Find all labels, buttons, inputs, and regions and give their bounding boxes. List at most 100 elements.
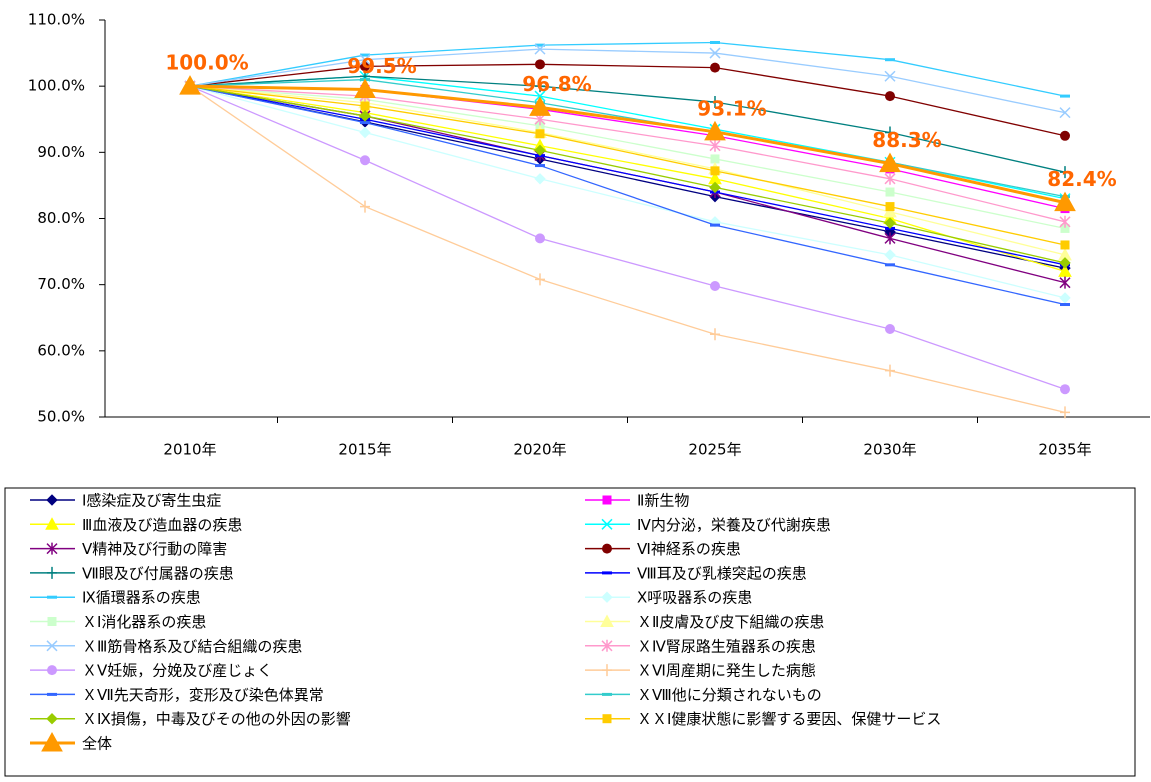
marker <box>359 110 371 122</box>
marker <box>41 731 63 752</box>
marker <box>535 59 545 70</box>
series-line <box>189 85 1066 256</box>
data-label: 82.4% <box>1047 167 1116 191</box>
marker <box>601 639 613 652</box>
marker <box>1054 191 1076 212</box>
marker <box>359 54 371 66</box>
data-label: 99.5% <box>347 54 416 78</box>
marker <box>359 126 371 139</box>
series-line <box>189 85 1066 266</box>
marker <box>47 617 57 626</box>
x-tick-label: 2030年 <box>863 441 916 459</box>
marker <box>535 80 545 93</box>
data-label: 88.3% <box>872 128 941 152</box>
legend-label: Ⅹ呼吸器系の疾患 <box>637 589 752 607</box>
legend-label: ＸＸⅠ健康状態に影響する要因、保健サービス <box>637 710 941 728</box>
marker <box>885 323 895 334</box>
series-line <box>189 85 1066 299</box>
marker <box>360 200 370 213</box>
marker <box>45 517 59 530</box>
marker <box>709 181 721 194</box>
marker <box>1059 107 1071 119</box>
marker <box>885 364 895 377</box>
marker <box>46 542 58 555</box>
series-line <box>189 85 1066 230</box>
marker <box>602 664 612 677</box>
marker <box>1058 264 1072 277</box>
marker <box>885 126 895 139</box>
series-line <box>189 85 1066 390</box>
marker <box>602 543 612 554</box>
marker <box>47 665 57 676</box>
marker <box>884 172 896 185</box>
legend-label: ＸⅣ腎尿路生殖器系の疾患 <box>637 637 816 655</box>
marker <box>1060 130 1070 141</box>
marker <box>47 566 57 579</box>
marker <box>1060 240 1070 250</box>
legend-label: Ⅱ新生物 <box>637 492 689 510</box>
legend-label: ＸⅠ消化器系の疾患 <box>82 613 206 631</box>
marker <box>709 47 721 59</box>
marker <box>1060 406 1070 419</box>
marker <box>1060 166 1070 179</box>
y-tick-label: 60.0% <box>37 341 85 359</box>
series-line <box>189 85 1066 223</box>
series-line <box>189 85 1066 246</box>
marker <box>885 91 895 102</box>
marker <box>710 328 720 341</box>
marker <box>535 273 545 286</box>
series-line <box>189 85 1066 284</box>
marker <box>710 154 720 164</box>
marker <box>709 139 721 152</box>
marker <box>883 204 897 218</box>
marker <box>360 61 370 72</box>
marker <box>885 187 895 197</box>
marker <box>179 75 201 95</box>
marker <box>534 43 546 55</box>
marker <box>46 494 58 506</box>
x-tick-label: 2020年 <box>513 441 566 459</box>
marker <box>1060 384 1070 395</box>
marker <box>704 120 726 141</box>
marker <box>601 518 613 530</box>
series-line <box>189 48 1066 114</box>
marker <box>46 712 58 725</box>
y-tick-label: 80.0% <box>37 209 85 227</box>
series-line <box>189 85 1066 306</box>
marker <box>884 249 896 261</box>
x-tick-label: 2035年 <box>1038 441 1091 459</box>
x-tick-label: 2025年 <box>688 441 741 459</box>
y-tick-label: 110.0% <box>28 11 85 29</box>
marker <box>534 173 546 185</box>
series-line <box>189 63 1066 137</box>
marker <box>885 202 895 212</box>
marker <box>1060 223 1070 233</box>
y-tick-label: 100.0% <box>28 77 85 95</box>
y-tick-label: 90.0% <box>37 143 85 161</box>
marker <box>1059 276 1071 289</box>
legend-label: ＸⅥ周産期に発生した病態 <box>637 662 816 680</box>
marker <box>354 78 376 98</box>
marker <box>879 152 901 173</box>
marker <box>601 591 613 603</box>
legend-label: Ⅲ血液及び造血器の疾患 <box>82 516 242 534</box>
series-line <box>189 75 1066 173</box>
marker <box>534 144 546 157</box>
y-tick-label: 50.0% <box>37 408 85 426</box>
marker <box>710 62 720 73</box>
marker <box>1059 215 1071 228</box>
legend-label: Ⅳ内分泌，栄養及び代謝疾患 <box>637 516 831 534</box>
legend-label: ＸⅧ他に分類されないもの <box>637 686 822 704</box>
legend-label: Ⅴ精神及び行動の障害 <box>82 540 227 558</box>
series-line <box>189 85 1066 414</box>
marker <box>535 233 545 244</box>
marker <box>360 155 370 166</box>
legend-label: ＸⅢ筋骨格系及び結合組織の疾患 <box>82 637 302 655</box>
series-line <box>189 85 1066 264</box>
marker <box>602 714 612 724</box>
data-label: 100.0% <box>165 51 248 75</box>
legend-label: ＸⅡ皮膚及び皮下組織の疾患 <box>637 613 824 631</box>
marker <box>535 129 545 139</box>
marker <box>884 232 896 245</box>
